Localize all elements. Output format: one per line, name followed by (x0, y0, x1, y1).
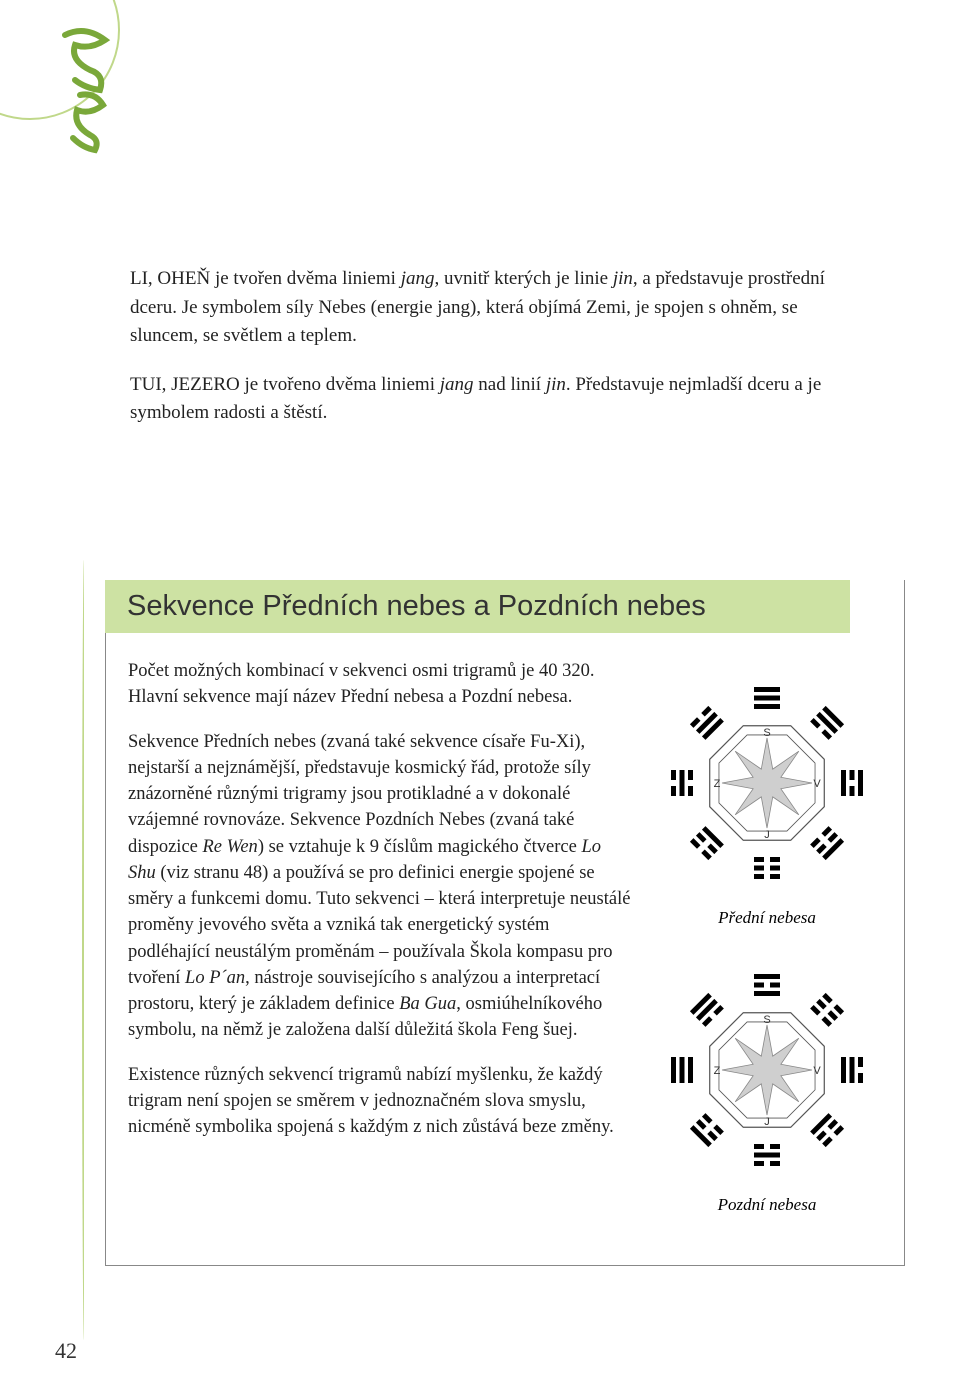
svg-text:J: J (764, 829, 770, 841)
section-para-3: Existence různých sekvencí trigramů nabí… (128, 1062, 632, 1141)
section-title-bar: Sekvence Předních nebes a Pozdních nebes (105, 580, 850, 633)
svg-text:S: S (763, 1014, 770, 1026)
svg-text:S: S (763, 727, 770, 739)
svg-text:V: V (813, 1065, 821, 1077)
page-number: 42 (55, 1338, 77, 1364)
bagua-diagram-1: S J Z V (662, 678, 872, 888)
svg-text:J: J (764, 1116, 770, 1128)
diagram-caption-2: Pozdní nebesa (718, 1195, 817, 1215)
section-para-1: Počet možných kombinací v sekvenci osmi … (128, 658, 632, 711)
bagua-diagram-2: S J Z V (662, 965, 872, 1175)
section-para-2: Sekvence Předních nebes (zvaná také sekv… (128, 729, 632, 1044)
svg-text:Z: Z (714, 1065, 721, 1077)
decor-corner (0, 0, 200, 200)
svg-text:Z: Z (714, 778, 721, 790)
diagram-caption-1: Přední nebesa (718, 908, 816, 928)
svg-text:V: V (813, 778, 821, 790)
intro-para-1: LI, OHEŇ je tvořen dvěma liniemi jang, u… (130, 265, 870, 351)
decor-circle (0, 0, 120, 120)
decor-left-arc (82, 560, 86, 1340)
intro-para-2: TUI, JEZERO je tvořeno dvěma liniemi jan… (130, 371, 870, 428)
section-title: Sekvence Předních nebes a Pozdních nebes (127, 590, 828, 623)
fengshui-calligraphy-icon (55, 20, 115, 160)
section-box: Sekvence Předních nebes a Pozdních nebes… (105, 580, 905, 1266)
